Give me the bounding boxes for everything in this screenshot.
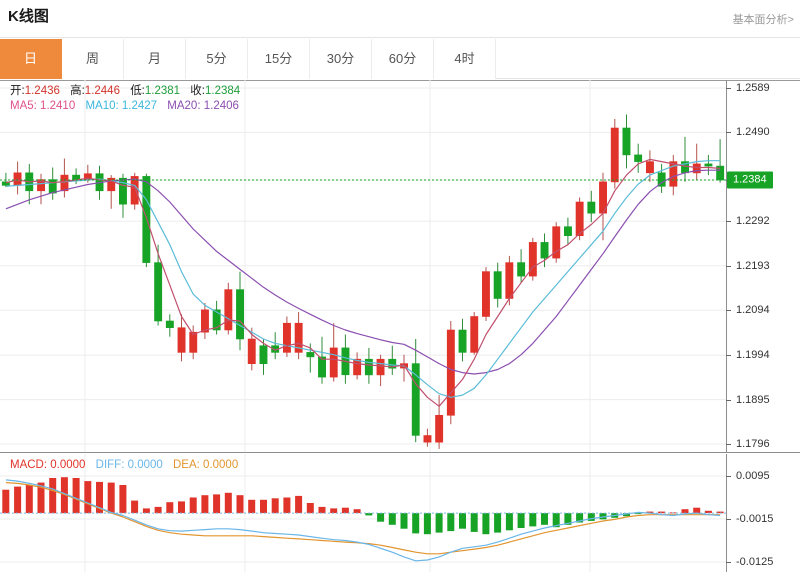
current-price-badge: 1.2384 — [727, 171, 773, 189]
price-tick-mark — [726, 399, 731, 401]
price-axis-tick: 1.2292 — [736, 215, 770, 228]
tab-8[interactable]: 4时 — [434, 39, 496, 79]
price-pane: 开:1.2436 高:1.2446 低:1.2381 收:1.2384 MA5:… — [0, 80, 800, 452]
macd-axis-tick: -0.0125 — [736, 556, 774, 568]
price-plot[interactable]: 开:1.2436 高:1.2446 低:1.2381 收:1.2384 MA5:… — [0, 80, 726, 452]
fundamental-analysis-link[interactable]: 基本面分析> — [732, 14, 794, 26]
tab-2[interactable]: 周 — [62, 39, 124, 79]
macd-tick-mark — [726, 476, 731, 477]
price-axis-tick: 1.1895 — [736, 393, 770, 406]
price-axis: 1.2589 1.2490 1.2384 1.2292 1.2193 1.2094 1.19… — [726, 80, 800, 452]
price-pane-top-rule — [0, 80, 800, 81]
macd-axis-tick: -0.0015 — [736, 513, 774, 525]
price-axis-tick: 1.2589 — [736, 82, 770, 94]
macd-pane: MACD: 0.0000 DIFF: 0.0000 DEA: 0.0000 0.… — [0, 454, 800, 572]
price-tick-mark — [726, 221, 731, 223]
timeframe-tabbar: 日周月 5分 15分 30分 60分 4时 — [0, 39, 800, 79]
macd-tick-mark — [726, 562, 731, 563]
price-axis-tick: 1.1994 — [736, 349, 770, 362]
page-header: K线图 基本面分析> — [0, 0, 800, 38]
macd-tick-mark — [726, 519, 731, 520]
pane-divider — [0, 452, 800, 453]
price-tick-mark — [726, 310, 731, 312]
macd-svg — [0, 454, 726, 572]
macd-axis-tick: 0.0095 — [736, 470, 770, 482]
macd-axis-line — [726, 454, 727, 572]
price-axis-tick: 1.2193 — [736, 259, 770, 272]
tab-1[interactable]: 日 — [0, 39, 62, 79]
price-axis-tick: 1.2490 — [736, 126, 770, 139]
price-tick-mark — [726, 88, 731, 89]
candlestick-svg — [0, 80, 726, 452]
tab-3[interactable]: 月 — [124, 39, 186, 79]
price-axis-tick: 1.2094 — [736, 304, 770, 317]
tab-4[interactable]: 5分 — [186, 39, 248, 79]
tab-6[interactable]: 30分 — [310, 39, 372, 79]
price-tick-mark — [726, 265, 731, 267]
tab-5[interactable]: 15分 — [248, 39, 310, 79]
page-title: K线图 — [8, 8, 49, 25]
tabbar-filler — [496, 39, 800, 79]
price-tick-mark — [726, 444, 731, 445]
price-axis-tick: 1.1796 — [736, 438, 770, 450]
chart-area: 开:1.2436 高:1.2446 低:1.2381 收:1.2384 MA5:… — [0, 80, 800, 572]
price-tick-mark — [726, 132, 731, 134]
macd-axis: 0.0095 -0.0015 -0.0125 — [726, 454, 800, 572]
tab-7[interactable]: 60分 — [372, 39, 434, 79]
price-tick-mark — [726, 355, 731, 357]
macd-plot[interactable]: MACD: 0.0000 DIFF: 0.0000 DEA: 0.0000 — [0, 454, 726, 572]
